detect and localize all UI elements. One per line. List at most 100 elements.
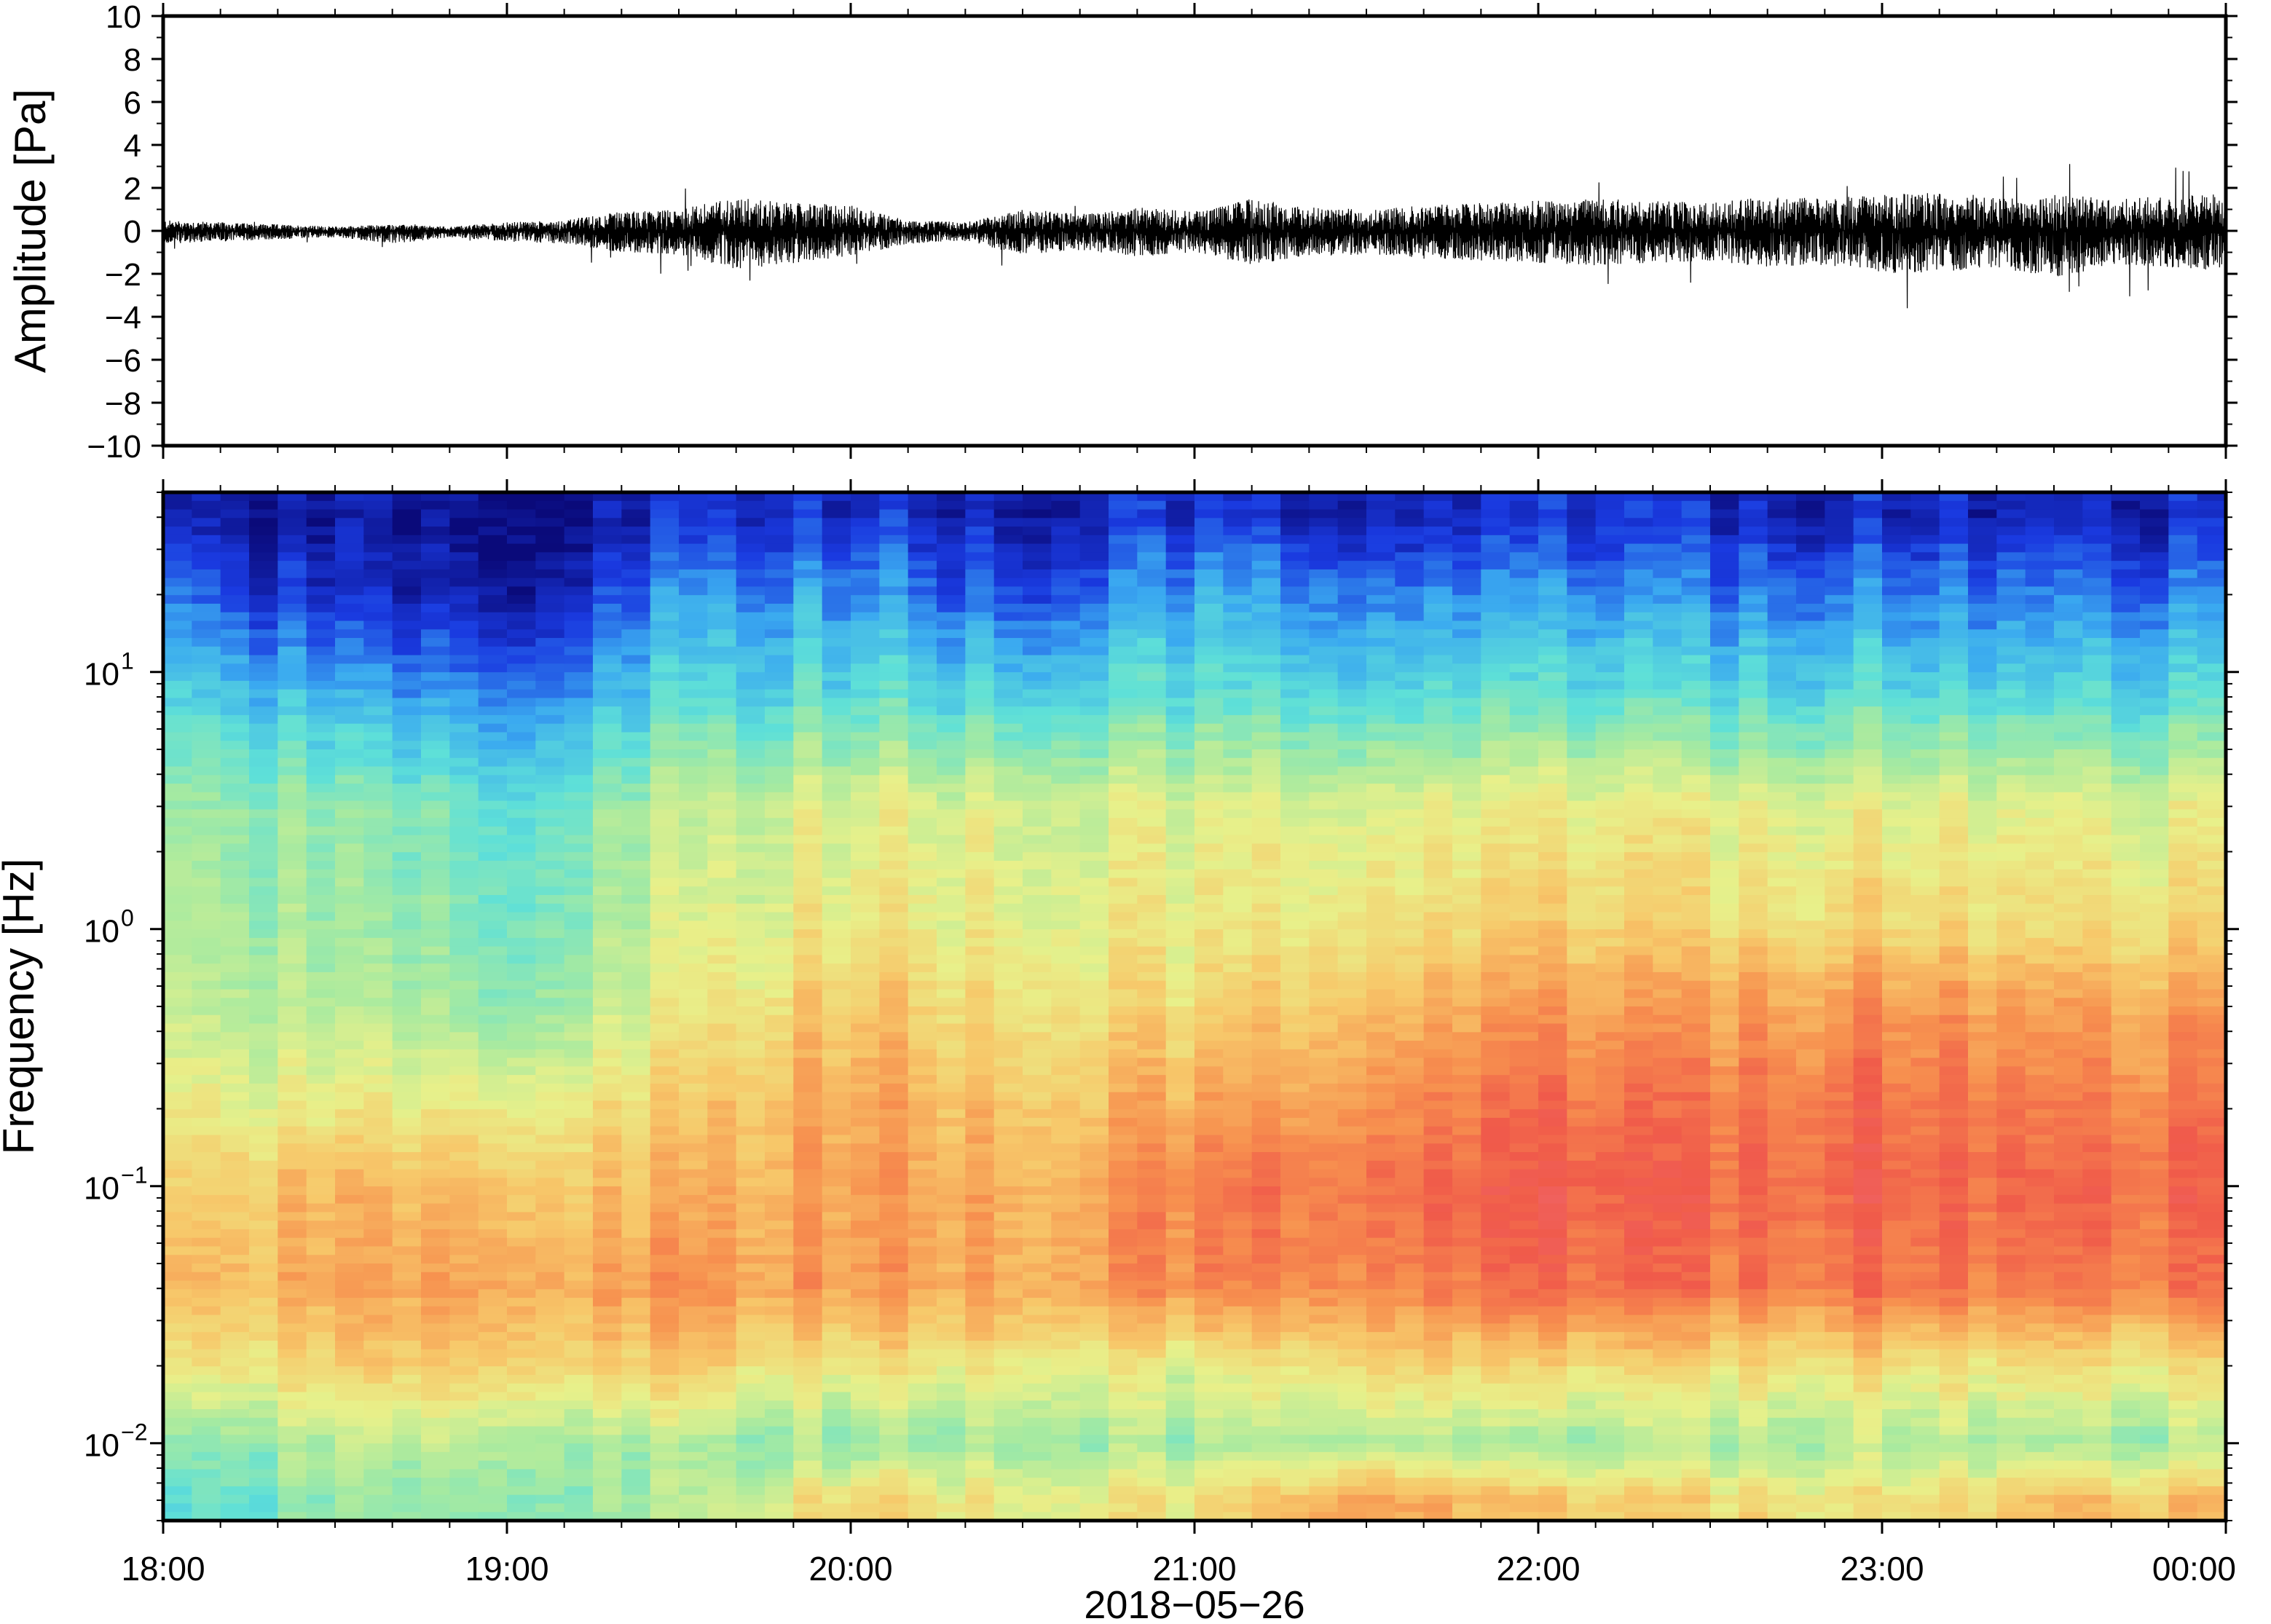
spectrogram-cell [478,1323,508,1333]
spectrogram-cell [249,1435,278,1444]
spectrogram-cell [822,1314,851,1324]
spectrogram-cell [335,1229,364,1239]
spectrogram-cell [220,1486,250,1496]
spectrogram-cell [1109,937,1138,947]
spectrogram-cell [1280,518,1310,527]
spectrogram-cell [421,1374,450,1384]
spectrogram-cell [478,655,508,664]
spectrogram-cell [793,1237,823,1247]
spectrogram-cell [908,1049,937,1059]
spectrogram-cell [1023,1417,1052,1427]
spectrogram-cell [736,835,765,845]
spectrogram-cell [335,586,364,596]
spectrogram-cell [421,1237,450,1247]
spectrogram-cell [822,1366,851,1376]
spectrogram-cell [1280,1451,1310,1462]
spectrogram-cell [822,1435,851,1444]
spectrogram-cell [564,1426,594,1435]
spectrogram-cell [192,980,221,990]
spectrogram-cell [1165,792,1195,802]
spectrogram-cell [650,895,680,904]
spectrogram-cell [621,1392,651,1401]
amplitude-frame [161,14,2228,448]
spectrogram-cell [593,1092,622,1102]
spectrogram-cell [1165,1135,1195,1144]
spectrogram-cell [220,1014,250,1025]
spectrogram-cell [993,1340,1023,1350]
spectrogram-cell [707,1332,737,1341]
spectrogram-cell [1023,1023,1052,1033]
spectrogram-cell [1280,1160,1310,1170]
spectrogram-cell [363,1006,393,1016]
spectrogram-cell [163,1323,192,1333]
spectrogram-cell [535,723,565,733]
spectrogram-cell [1251,552,1281,561]
spectrogram-cell [421,826,450,836]
spectrogram-cell [822,903,851,913]
spectrogram-cell [650,595,680,604]
spectrogram-cell [478,1264,508,1273]
spectrogram-cell [1251,1460,1281,1470]
spectrogram-cell [851,1066,880,1076]
spectrogram-cell [793,612,823,622]
spectrogram-cell [478,843,508,853]
spectrogram-cell [1109,578,1138,588]
spectrogram-cell [421,1117,450,1127]
spectrogram-cell [278,527,307,536]
spectrogram-cell [593,732,622,741]
spectrogram-cell [1309,946,1339,955]
spectrogram-cell [1223,1100,1253,1110]
spectrogram-cell [564,1409,594,1419]
spectrogram-cell [392,1194,422,1205]
spectrogram-cell [1051,818,1081,827]
spectrogram-cell [363,655,393,664]
spectrogram-cell [507,689,536,698]
spectrogram-cell [1051,860,1081,870]
spectrogram-cell [1023,1100,1052,1110]
spectrogram-cell [1223,971,1253,982]
spectrogram-cell [1109,775,1138,784]
spectrogram-cell [593,912,622,921]
spectrogram-cell [335,509,364,519]
spectrogram-cell [621,1109,651,1119]
spectrogram-cell [1079,1126,1109,1136]
spectrogram-cell [993,1332,1023,1341]
spectrogram-cell [478,1443,508,1453]
spectrogram-cell [736,1169,765,1178]
spectrogram-cell [192,543,221,553]
spectrogram-cell [421,1512,450,1521]
spectrogram-cell [535,1126,565,1136]
spectrogram-cell [1280,638,1310,647]
spectrogram-cell [1165,1186,1195,1196]
spectrogram-cell [278,869,307,879]
spectrogram-cell [278,509,307,519]
spectrogram-cell [650,569,680,579]
spectrogram-cell [908,543,937,553]
spectrogram-cell [535,809,565,819]
spectrogram-cell [535,1366,565,1376]
spectrogram-cell [1109,869,1138,879]
spectrogram-cell [965,1512,995,1521]
spectrogram-cell [679,1400,708,1410]
spectrogram-cell [1165,980,1195,990]
spectrogram-cell [192,826,221,836]
spectrogram-cell [306,1469,336,1478]
spectrogram-cell [707,663,737,673]
spectrogram-cell [1051,1451,1081,1462]
spectrogram-cell [392,552,422,561]
spectrogram-cell [1023,1083,1052,1093]
spectrogram-cell [937,1306,966,1316]
spectrogram-cell [449,1366,479,1376]
spectrogram-cell [335,809,364,819]
spectrogram-cell [1051,852,1081,862]
spectrogram-cell [564,638,594,647]
spectrogram-cell [1223,543,1253,553]
spectrogram-cell [192,792,221,802]
spectrogram-cell [478,1392,508,1401]
spectrogram-cell [1251,1503,1281,1513]
spectrogram-cell [278,706,307,716]
spectrogram-cell [993,1117,1023,1127]
spectrogram-cell [621,852,651,862]
spectrogram-cell [478,1298,508,1307]
spectrogram-cell [278,886,307,896]
